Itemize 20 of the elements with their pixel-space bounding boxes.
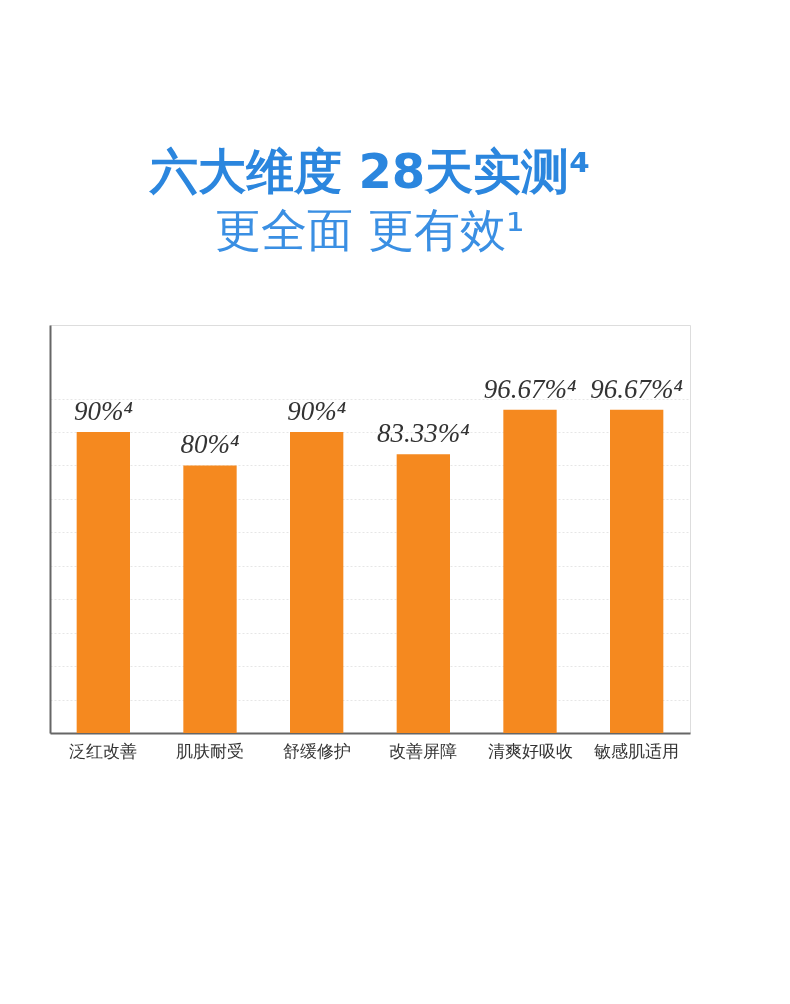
x-tick-label: 泛红改善 <box>69 740 138 761</box>
chart-subtitle: 更全面 更有效¹ <box>215 203 525 257</box>
data-label: 96.67%⁴ <box>483 373 577 404</box>
bar <box>610 409 664 733</box>
x-tick-label: 清爽好吸收 <box>487 740 573 761</box>
x-tick-label: 改善屏障 <box>389 740 458 761</box>
data-label: 80%⁴ <box>180 429 240 460</box>
data-label: 96.67%⁴ <box>590 373 683 404</box>
data-label: 83.33%⁴ <box>377 418 470 449</box>
bar <box>396 454 450 733</box>
data-label: 90%⁴ <box>73 396 133 427</box>
bar <box>290 432 344 733</box>
bar <box>76 432 130 733</box>
bar <box>503 409 557 733</box>
bar <box>183 465 237 733</box>
x-tick-label: 舒缓修护 <box>282 740 351 761</box>
x-tick-label: 敏感肌适用 <box>594 740 680 761</box>
x-tick-label: 肌肤耐受 <box>176 740 244 761</box>
data-label: 90%⁴ <box>287 396 347 427</box>
chart-title: 六大维度 28天实测⁴ <box>147 143 591 199</box>
